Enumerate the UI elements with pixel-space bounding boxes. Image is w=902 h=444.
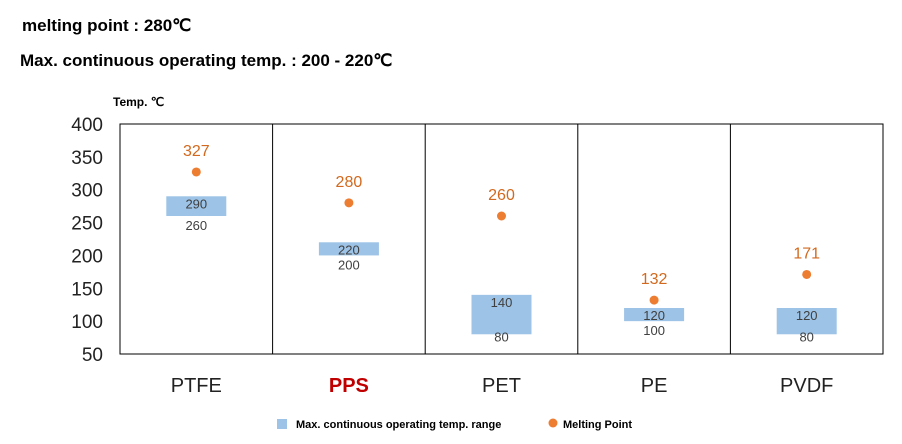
y-tick-label: 150 bbox=[71, 279, 103, 300]
y-tick-label: 400 bbox=[71, 115, 103, 136]
x-tick-label: PTFE bbox=[171, 375, 222, 397]
range-low-label: 200 bbox=[338, 257, 360, 272]
y-tick-label: 250 bbox=[71, 214, 103, 235]
range-high-label: 140 bbox=[491, 295, 513, 310]
legend-swatch-melting bbox=[548, 418, 558, 428]
range-low-label: 80 bbox=[799, 329, 813, 344]
melting-point-label: 171 bbox=[793, 245, 820, 262]
legend-label-melting: Melting Point bbox=[563, 419, 632, 431]
range-bar bbox=[624, 308, 685, 322]
range-high-label: 220 bbox=[338, 242, 360, 257]
y-tick-label: 50 bbox=[82, 345, 103, 366]
range-bar bbox=[471, 294, 532, 335]
range-high-label: 290 bbox=[185, 196, 207, 211]
range-bar bbox=[776, 308, 837, 335]
x-tick-label: PET bbox=[482, 375, 521, 397]
range-high-label: 120 bbox=[796, 308, 818, 323]
y-tick-label: 200 bbox=[71, 246, 103, 267]
melting-point-label: 132 bbox=[641, 271, 668, 288]
melting-point-label: 260 bbox=[488, 187, 515, 204]
plot-frame bbox=[119, 123, 884, 355]
melting-point-marker bbox=[802, 269, 812, 279]
range-low-label: 260 bbox=[185, 218, 207, 233]
x-tick-label: PVDF bbox=[780, 375, 833, 397]
melting-point-label: 327 bbox=[183, 143, 210, 160]
melting-point-marker bbox=[649, 295, 659, 305]
x-tick-label: PE bbox=[641, 375, 668, 397]
y-tick-label: 350 bbox=[71, 148, 103, 169]
melting-point-marker bbox=[497, 211, 506, 221]
range-bar bbox=[166, 196, 227, 216]
legend-swatch-range bbox=[277, 419, 287, 429]
melting-point-label: 280 bbox=[336, 174, 363, 191]
melting-point-marker bbox=[344, 198, 354, 208]
melting-point-heading: melting point : 280℃ bbox=[22, 16, 192, 35]
operating-temp-heading: Max. continuous operating temp. : 200 - … bbox=[20, 51, 393, 70]
range-low-label: 100 bbox=[643, 323, 665, 338]
range-high-label: 120 bbox=[643, 308, 665, 323]
y-tick-label: 100 bbox=[71, 312, 103, 333]
melting-point-marker bbox=[191, 167, 201, 177]
range-low-label: 80 bbox=[494, 329, 508, 344]
x-tick-label: PPS bbox=[329, 375, 369, 397]
range-bar bbox=[318, 242, 379, 256]
y-tick-label: 300 bbox=[71, 181, 103, 202]
legend-label-range: Max. continuous operating temp. range bbox=[296, 419, 501, 431]
y-axis-label: Temp. ℃ bbox=[113, 95, 164, 109]
